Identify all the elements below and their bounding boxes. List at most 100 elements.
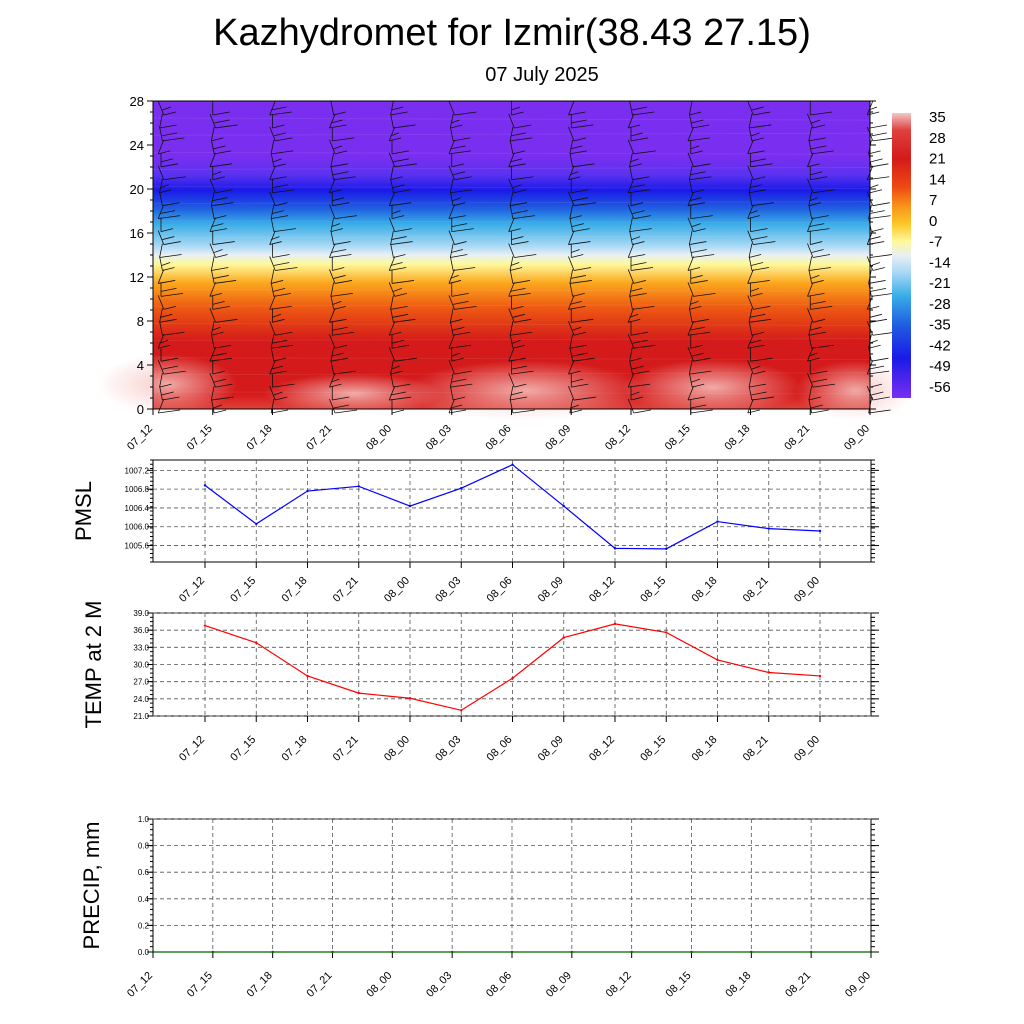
- wind-barb-feather: [160, 184, 169, 189]
- wind-barb-feather: [690, 145, 700, 150]
- wind-barb-staff: [388, 282, 396, 297]
- x-tick-label: 08_03: [424, 423, 454, 453]
- wind-barb-feather: [749, 124, 772, 129]
- wind-barb-feather: [269, 111, 292, 116]
- wind-barb-staff: [449, 308, 454, 323]
- wind-barb-feather: [628, 318, 641, 323]
- wind-barb-feather: [330, 119, 343, 124]
- wind-barb-feather: [807, 357, 820, 362]
- wind-barb: [329, 204, 358, 220]
- wind-barb: [750, 282, 763, 297]
- precip-y-tick-label: 0.8: [138, 842, 150, 851]
- wind-barb-feather: [809, 197, 819, 202]
- wind-barb: [449, 256, 476, 271]
- contour-line: [152, 322, 871, 326]
- x-tick-label: 08_18: [723, 423, 753, 453]
- wind-barb-feather: [867, 176, 890, 181]
- wind-barb: [629, 282, 647, 297]
- wind-barb-feather: [689, 171, 706, 176]
- wind-barb: [508, 372, 527, 388]
- wind-barb-feather: [332, 300, 342, 305]
- wind-barb-feather: [275, 396, 288, 401]
- wind-barb-staff: [687, 217, 694, 232]
- wind-barb-feather: [391, 339, 404, 344]
- wind-barb-feather: [162, 396, 180, 401]
- wind-barb-feather: [450, 275, 459, 279]
- wind-barb-feather: [211, 197, 228, 202]
- wind-barb-feather: [211, 137, 224, 142]
- precip-x-tick-label: 08_21: [783, 970, 813, 1000]
- wind-barb-feather: [334, 150, 348, 155]
- wind-barb-feather: [390, 391, 407, 396]
- wind-barb-feather: [329, 254, 352, 258]
- wind-barb: [868, 152, 889, 168]
- wind-barb-feather: [275, 267, 298, 271]
- wind-barb-feather: [272, 189, 295, 194]
- precip-y-tick-label: 0.2: [138, 921, 150, 930]
- wind-barb-staff: [390, 165, 394, 180]
- wind-barb-feather: [511, 365, 527, 370]
- wind-barb-staff: [627, 308, 635, 323]
- wind-barb: [210, 256, 229, 271]
- wind-barb-staff: [269, 256, 276, 271]
- wind-barb: [449, 321, 471, 336]
- wind-barb-feather: [811, 378, 828, 383]
- wind-barb: [330, 217, 343, 232]
- precip-x-tick-label: 09_00: [843, 970, 873, 1000]
- wind-barb: [331, 321, 355, 336]
- wind-barb-feather: [869, 210, 885, 215]
- wind-barb-feather: [512, 313, 525, 318]
- wind-barb: [688, 178, 705, 194]
- wind-barb-staff: [627, 398, 635, 414]
- wind-barb-staff: [388, 256, 396, 271]
- wind-barb-staff: [568, 295, 575, 310]
- wind-barb-staff: [269, 126, 276, 142]
- wind-barb-staff: [808, 398, 813, 414]
- colorbar-label: 35: [929, 109, 946, 126]
- colorbar-label: 14: [929, 171, 946, 188]
- x-tick-label: 07_15: [185, 423, 215, 453]
- wind-barb-staff: [157, 100, 165, 116]
- wind-barb: [629, 230, 645, 245]
- wind-barb-feather: [632, 339, 648, 344]
- pmsl-y-tick-label: 1006.4: [125, 504, 150, 513]
- wind-barb-feather: [214, 150, 232, 155]
- wind-barb-feather: [690, 280, 708, 284]
- wind-barb-feather: [212, 305, 230, 310]
- wind-barb: [157, 359, 186, 375]
- wind-barb-feather: [812, 254, 831, 258]
- wind-barb-feather: [448, 344, 472, 349]
- wind-barb-feather: [212, 300, 225, 305]
- wind-barb-staff: [330, 217, 335, 232]
- wind-barb: [210, 139, 232, 155]
- warm-area-3: [405, 360, 646, 421]
- wind-barb-feather: [393, 383, 411, 388]
- wind-barb-feather: [450, 378, 467, 383]
- wind-barb: [570, 243, 584, 258]
- temp-point: [460, 709, 463, 712]
- y-tick-label: 28: [130, 94, 144, 109]
- wind-barb-feather: [568, 370, 581, 375]
- wind-barb-feather: [692, 352, 705, 357]
- pmsl-y-tick-label: 1006.8: [125, 485, 150, 494]
- wind-barb-feather: [570, 404, 580, 409]
- wind-barb: [449, 373, 473, 388]
- wind-barb-staff: [330, 347, 335, 362]
- wind-barb-staff: [330, 100, 335, 116]
- wind-barb-feather: [215, 189, 233, 194]
- wind-barb-staff: [688, 295, 693, 310]
- wind-barb-feather: [750, 357, 773, 362]
- wind-barb-feather: [510, 287, 526, 292]
- wind-barb-feather: [450, 145, 466, 150]
- wind-barb-feather: [512, 409, 535, 414]
- wind-barb: [747, 359, 766, 375]
- wind-barb: [630, 386, 644, 401]
- wind-barb: [688, 100, 702, 116]
- wind-barb-feather: [160, 163, 179, 168]
- wind-barb: [627, 308, 641, 323]
- wind-barb: [270, 204, 289, 220]
- wind-barb: [629, 100, 655, 116]
- wind-barb-feather: [389, 331, 402, 336]
- temp-panel: 21.0 24.0 27.0 30.0 33.0 36.0 39.0 07_12 07_15 07…: [81, 601, 879, 764]
- wind-barb: [509, 321, 533, 336]
